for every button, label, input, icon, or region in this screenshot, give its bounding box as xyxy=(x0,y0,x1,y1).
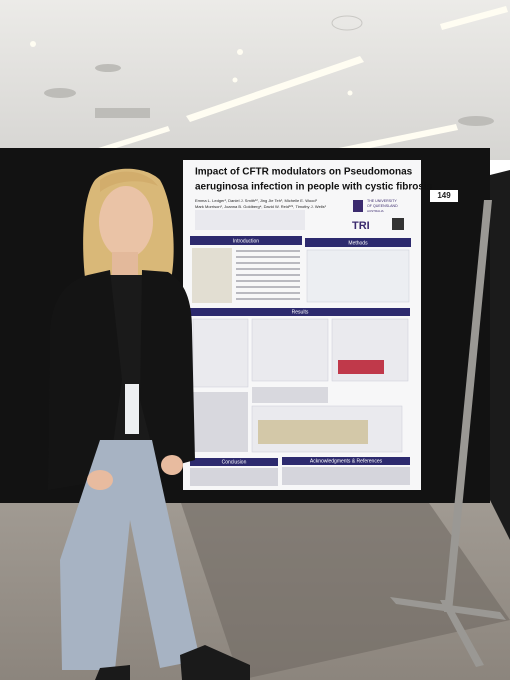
blazer-left xyxy=(48,270,122,490)
crest xyxy=(353,200,363,212)
intro-figure xyxy=(192,248,232,303)
board-number-tag xyxy=(430,190,458,202)
hand xyxy=(161,455,183,475)
section-header xyxy=(190,236,302,245)
poster-authors: Emma L. Ledger¹, Daniel J. Smith¹², Jing… xyxy=(195,198,318,203)
results-heatmap xyxy=(338,360,384,374)
affiliations xyxy=(195,210,305,230)
section-title: Acknowledgments & References xyxy=(310,458,383,464)
poster-authors: Mark Morrison¹, Joanna B. Goldberg⁴, Dav… xyxy=(195,204,327,209)
results-figure xyxy=(251,318,329,382)
results-figure xyxy=(192,318,249,388)
methods-figure xyxy=(306,249,410,303)
name-badge xyxy=(125,384,139,434)
section-title: Methods xyxy=(348,240,368,246)
qr-code xyxy=(392,218,404,230)
university: OF QUEENSLAND xyxy=(367,204,398,208)
ceiling xyxy=(0,0,510,160)
section-title: Introduction xyxy=(233,238,259,244)
shoe xyxy=(180,645,250,680)
carpet-pattern xyxy=(180,490,510,680)
poster: Impact of CFTR modulators on Pseudomonas… xyxy=(183,160,433,490)
results-text xyxy=(193,392,248,452)
face xyxy=(99,186,153,258)
results-text xyxy=(252,387,328,403)
section-title: Conclusion xyxy=(222,459,247,465)
trousers xyxy=(60,440,200,670)
results-stacked-bars xyxy=(258,420,368,444)
person xyxy=(48,168,250,680)
poster-title-line: Impact of CFTR modulators on Pseudomonas xyxy=(195,167,413,178)
poster-stand xyxy=(390,200,506,667)
poster-title-line: aeruginosa infection in people with cyst… xyxy=(195,182,433,193)
intro-text xyxy=(236,250,300,300)
shoe xyxy=(95,665,130,680)
section-title: Results xyxy=(292,309,309,315)
university: THE UNIVERSITY xyxy=(367,199,397,203)
section-header xyxy=(190,458,278,466)
ceiling-vents xyxy=(44,15,494,126)
neck xyxy=(112,252,138,277)
section-header xyxy=(282,457,410,465)
acknowledgments-text xyxy=(282,467,410,485)
section-header xyxy=(190,308,410,316)
hand xyxy=(87,470,113,490)
board-number: 149 xyxy=(437,191,451,200)
conclusion-text xyxy=(190,468,278,486)
blazer-right xyxy=(140,270,195,470)
side-board xyxy=(490,170,510,540)
section-header xyxy=(305,238,411,247)
university: AUSTRALIA xyxy=(367,209,384,213)
institute-logo: TRI xyxy=(352,220,370,232)
hair-top xyxy=(100,171,158,192)
